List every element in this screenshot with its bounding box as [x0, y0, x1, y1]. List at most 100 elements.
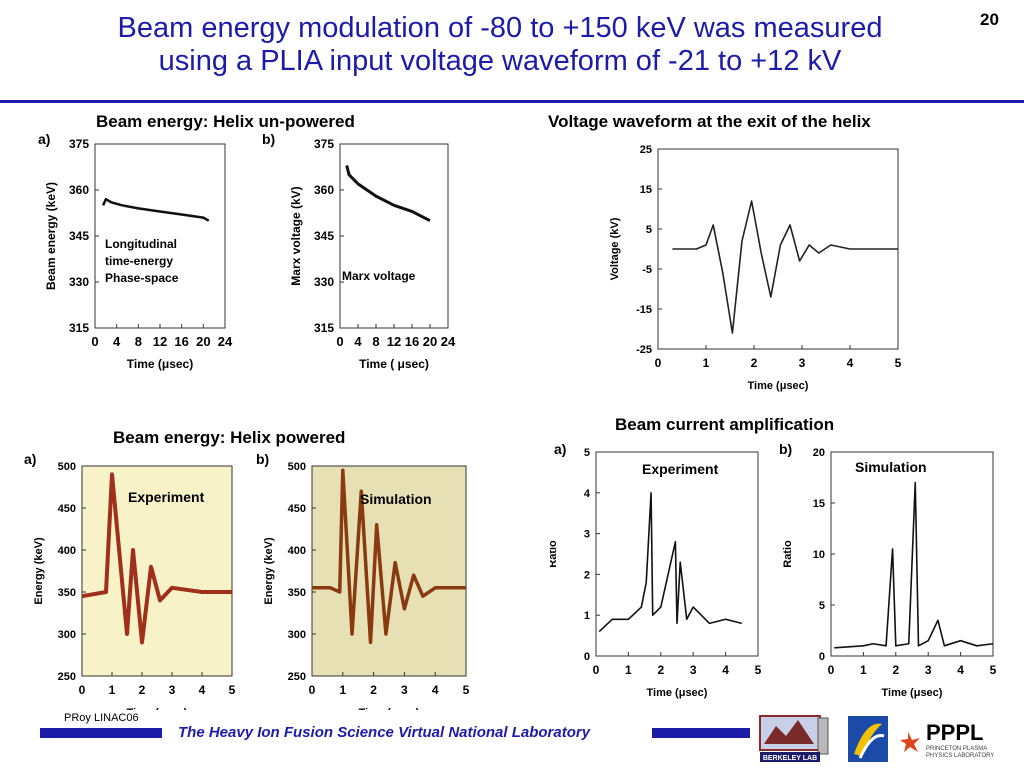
chart-ratio-experiment: 5 4 3 2 1 00 1 2 3 4 5 Time (μsec) Ratio a) Experiment [550, 441, 762, 699]
chart-annotation: Simulation [360, 491, 432, 507]
y-tick-label: 350 [288, 587, 306, 599]
pppl-logo: PPPL PRINCETON PLASMA PHYSICS LABORATORY [900, 720, 994, 759]
x-tick-label: 3 [690, 663, 697, 677]
slide-title-line2: using a PLIA input voltage waveform of -… [158, 45, 842, 77]
y-tick-label: 400 [58, 545, 76, 557]
x-tick-label: 3 [401, 683, 408, 697]
x-tick-label: 4 [432, 683, 439, 697]
y-tick-label: 15 [813, 498, 825, 510]
y-tick-label: 10 [813, 549, 825, 561]
y-tick-label: 5 [819, 600, 825, 612]
y-tick-label: 4 [584, 488, 591, 500]
x-tick-label: 4 [113, 334, 121, 349]
x-tick-label: 0 [655, 356, 662, 370]
series-line [101, 197, 210, 222]
chart-voltage-waveform: 25 15 5 -5 -15 -250 1 2 3 4 5 Time (μsec) Voltage (k… [609, 144, 902, 392]
y-axis-label: Energy (keV) [33, 537, 45, 605]
y-tick-label: 360 [69, 183, 89, 197]
pppl-sub2: PHYSICS LABORATORY [926, 753, 994, 759]
plot-area [595, 451, 759, 657]
x-tick-label: 0 [336, 334, 343, 349]
x-tick-label: 24 [218, 334, 233, 349]
x-tick-label: 1 [109, 683, 116, 697]
plot-area [311, 465, 467, 677]
x-tick-label: 1 [625, 663, 632, 677]
pppl-sub1: PRINCETON PLASMA [926, 746, 987, 752]
y-tick-label: 5 [584, 447, 590, 459]
x-tick-label: 2 [892, 663, 899, 677]
x-tick-label: 5 [990, 663, 997, 677]
y-tick-label: 375 [69, 137, 89, 151]
x-tick-label: 1 [703, 356, 710, 370]
y-tick-label: 1 [584, 610, 590, 622]
y-tick-label: 375 [314, 137, 334, 151]
chart-annotation: Experiment [642, 461, 719, 477]
x-tick-label: 4 [957, 663, 964, 677]
x-tick-label: 5 [895, 356, 902, 370]
y-tick-label: 400 [288, 545, 306, 557]
x-tick-label: 1 [860, 663, 867, 677]
y-tick-label: 315 [314, 321, 334, 335]
x-tick-label: 3 [169, 683, 176, 697]
chart-annotation: Marx voltage [342, 269, 416, 283]
x-tick-label: 0 [91, 334, 98, 349]
plot-area [339, 143, 449, 329]
chart-annotation: time-energy [105, 254, 173, 268]
y-tick-label: 450 [58, 503, 76, 515]
x-tick-label: 4 [199, 683, 206, 697]
x-tick-label: 12 [153, 334, 167, 349]
chart-annotation: Simulation [855, 459, 927, 475]
series-line [345, 165, 431, 223]
y-tick-label: 250 [58, 671, 76, 683]
x-tick-label: 0 [593, 663, 600, 677]
y-axis-label: Ratio [782, 540, 794, 568]
x-tick-label: 20 [423, 334, 437, 349]
footer-bar-right [652, 728, 750, 738]
series-line [672, 200, 898, 334]
chart-annotation: Experiment [128, 489, 205, 505]
x-tick-label: 16 [174, 334, 188, 349]
x-tick-label: 24 [441, 334, 456, 349]
chart-annotation: Longitudinal [105, 237, 177, 251]
berkeley-lab-logo: BERKELEY LAB [759, 715, 829, 762]
x-tick-label: 0 [79, 683, 86, 697]
x-axis-label: Time (μsec) [127, 707, 188, 710]
x-tick-label: 2 [139, 683, 146, 697]
y-tick-label: -15 [636, 304, 652, 316]
y-tick-label: 500 [288, 461, 306, 473]
y-tick-label: 3 [584, 529, 590, 541]
y-tick-label: 350 [58, 587, 76, 599]
x-axis-label: Time (μsec) [882, 687, 943, 699]
y-tick-label: 345 [69, 229, 89, 243]
x-axis-label: Time (μsec) [748, 380, 809, 392]
series-line [312, 468, 466, 645]
y-tick-label: 330 [314, 275, 334, 289]
x-tick-label: 20 [196, 334, 210, 349]
y-axis-label: Voltage (kV) [609, 217, 621, 280]
plot-area [94, 143, 226, 329]
x-tick-label: 4 [354, 334, 362, 349]
footer-tag: PRoy LINAC06 [64, 712, 139, 724]
y-tick-label: 315 [69, 321, 89, 335]
y-tick-label: 360 [314, 183, 334, 197]
x-tick-label: 2 [370, 683, 377, 697]
x-tick-label: 4 [722, 663, 729, 677]
y-tick-label: 250 [288, 671, 306, 683]
chart-annotation: Phase-space [105, 271, 179, 285]
panel-label: a) [554, 441, 566, 457]
series-line [81, 472, 232, 645]
x-tick-label: 16 [405, 334, 419, 349]
x-tick-label: 1 [339, 683, 346, 697]
x-axis-label: Time ( μsec) [359, 357, 429, 371]
berkeley-lab-label: BERKELEY LAB [763, 755, 817, 762]
y-axis-label: Beam energy (keV) [44, 182, 58, 290]
y-tick-label: 300 [58, 629, 76, 641]
x-tick-label: 3 [799, 356, 806, 370]
x-tick-label: 0 [828, 663, 835, 677]
x-tick-label: 8 [135, 334, 142, 349]
footer-lab-name: The Heavy Ion Fusion Science Virtual Nat… [178, 724, 591, 741]
